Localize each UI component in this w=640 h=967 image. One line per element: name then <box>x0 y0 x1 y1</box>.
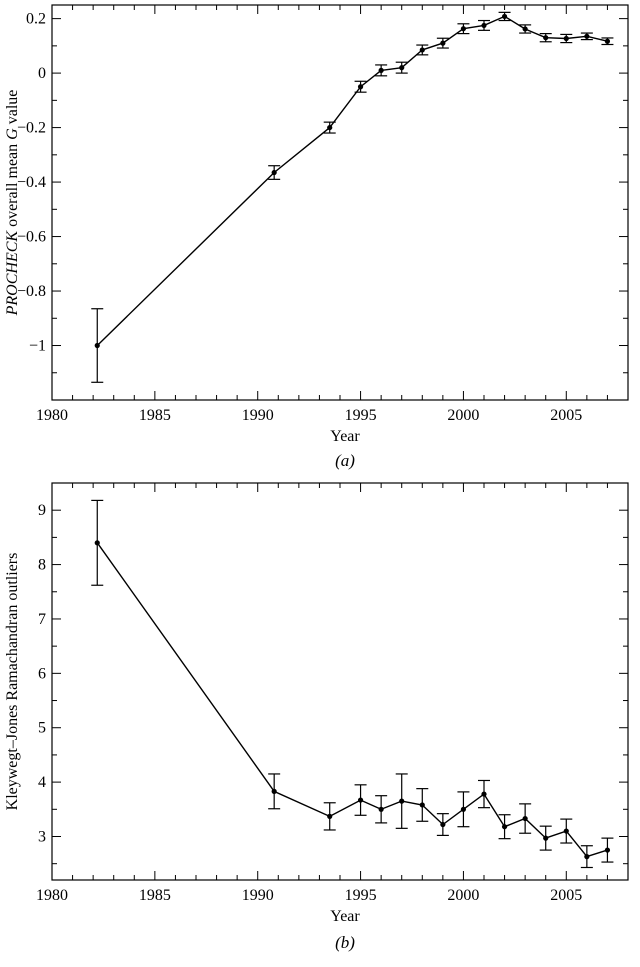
y-tick-label-a: 0.2 <box>26 11 46 28</box>
chart-panel-b: 1980 1985 1990 1995 2000 2005 3 4 5 6 7 8 9 Year (b) Kl… <box>4 482 629 952</box>
data-point-b <box>327 813 333 819</box>
panel-label-a: (a) <box>335 451 355 470</box>
y-tick-label-b: 8 <box>38 557 46 574</box>
data-point-a <box>522 26 528 32</box>
data-point-a <box>563 35 569 42</box>
data-point-a <box>440 40 446 46</box>
series-line-a <box>96 15 608 347</box>
data-point-a <box>419 47 425 53</box>
plot-frame-a <box>51 4 629 401</box>
data-point-b <box>501 824 508 830</box>
y-tick-label-a: −0.8 <box>17 283 46 300</box>
x-tick-label-a: 1990 <box>242 407 274 424</box>
x-tick-label-b: 1980 <box>36 887 68 904</box>
data-point-b <box>94 540 100 546</box>
data-point-b <box>357 797 364 803</box>
y-tick-label-b: 6 <box>38 665 46 682</box>
y-axis-label-a: PROCHECK overall mean G value <box>4 90 21 317</box>
x-tick-label-a: 2005 <box>550 407 582 424</box>
data-point-b <box>419 802 425 808</box>
y-tick-label-a: −0.4 <box>17 174 46 191</box>
y-tick-label-a: −0.6 <box>17 229 46 246</box>
data-point-b <box>378 806 384 812</box>
data-point-b <box>522 815 528 822</box>
data-point-a <box>399 65 405 71</box>
x-tick-label-b: 1995 <box>345 887 377 904</box>
data-point-b <box>543 835 549 841</box>
y-tick-label-a: −0.2 <box>17 120 46 137</box>
data-point-b <box>399 798 405 804</box>
data-point-a <box>357 84 364 90</box>
data-point-a <box>271 169 277 176</box>
x-tick-label-a: 1985 <box>139 407 171 424</box>
y-tick-label-b: 9 <box>38 502 46 519</box>
x-tick-label-b: 2005 <box>550 887 582 904</box>
x-axis-label-b: Year <box>330 908 360 925</box>
x-tick-label-b: 2000 <box>447 887 479 904</box>
x-tick-label-b: 1985 <box>139 887 171 904</box>
x-tick-label-a: 1980 <box>36 407 68 424</box>
data-point-a <box>584 33 590 39</box>
data-point-b <box>440 821 446 828</box>
x-axis-label-a: Year <box>330 428 360 445</box>
y-tick-label-a: −1 <box>29 338 46 355</box>
x-tick-label-b: 1990 <box>242 887 274 904</box>
chart-panel-a: 1980 1985 1990 1995 2000 2005 −1 −0.8 −0.6 −0.4 −0… <box>4 4 629 470</box>
data-point-a <box>543 35 549 41</box>
data-point-b <box>563 828 569 834</box>
data-point-a <box>94 342 100 349</box>
x-tick-label-a: 2000 <box>447 407 479 424</box>
data-point-a <box>327 124 333 131</box>
data-point-b <box>460 806 467 812</box>
y-tick-label-b: 5 <box>38 720 46 737</box>
y-tick-label-a: 0 <box>38 65 46 82</box>
data-point-a <box>604 38 611 44</box>
data-point-b <box>604 847 611 853</box>
series-line-b <box>96 542 608 858</box>
data-point-b <box>584 854 590 860</box>
data-point-b <box>481 791 487 797</box>
y-tick-label-b: 4 <box>38 774 46 791</box>
data-point-a <box>378 67 384 73</box>
y-axis-label-b: Kleywegt–Jones Ramachandran outliers <box>4 553 21 811</box>
panel-label-b: (b) <box>335 933 355 952</box>
data-point-b <box>271 788 277 794</box>
data-point-a <box>460 26 467 32</box>
plot-frame-b <box>51 482 629 881</box>
x-tick-label-a: 1995 <box>345 407 377 424</box>
data-point-a <box>481 22 487 29</box>
y-tick-label-b: 3 <box>38 828 46 845</box>
data-point-a <box>501 13 508 20</box>
y-tick-label-b: 7 <box>38 611 46 628</box>
